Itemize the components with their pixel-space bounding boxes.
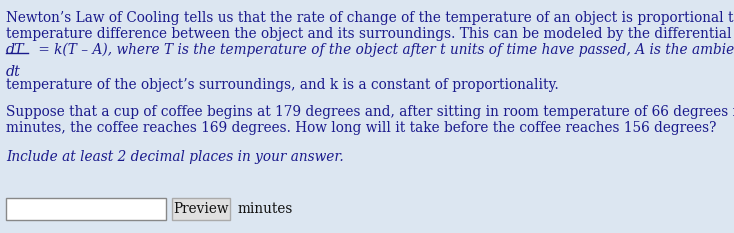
Text: Suppose that a cup of coffee begins at 179 degrees and, after sitting in room te: Suppose that a cup of coffee begins at 1… (6, 105, 734, 119)
Text: minutes, the coffee reaches 169 degrees. How long will it take before the coffee: minutes, the coffee reaches 169 degrees.… (6, 121, 716, 135)
Text: temperature difference between the object and its surroundings. This can be mode: temperature difference between the objec… (6, 27, 734, 41)
Text: Newton’s Law of Cooling tells us that the rate of change of the temperature of a: Newton’s Law of Cooling tells us that th… (6, 11, 734, 25)
Text: = k(T – A), where T is the temperature of the object after t units of time have : = k(T – A), where T is the temperature o… (34, 43, 734, 57)
Text: minutes: minutes (238, 202, 294, 216)
Bar (172, 198, 230, 220)
Text: Include at least 2 decimal places in your answer.: Include at least 2 decimal places in you… (6, 150, 344, 164)
Bar (6, 198, 166, 220)
Text: dt: dt (6, 65, 21, 79)
Text: temperature of the object’s surroundings, and k is a constant of proportionality: temperature of the object’s surroundings… (6, 78, 559, 92)
Text: Preview: Preview (173, 202, 229, 216)
Text: dT: dT (6, 43, 25, 57)
